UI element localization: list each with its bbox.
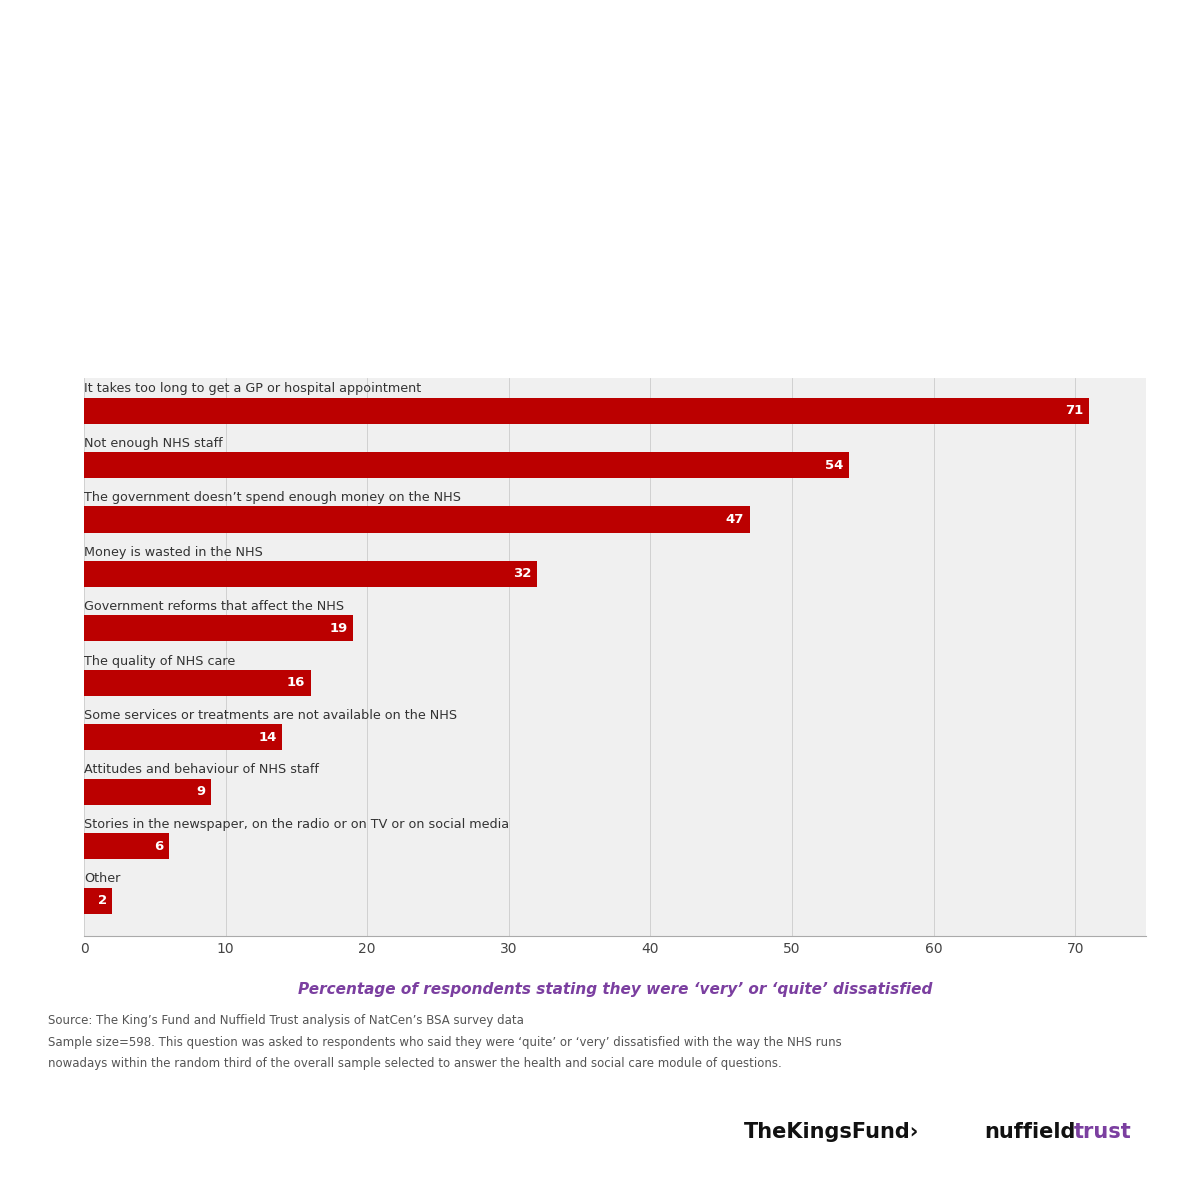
Text: 32: 32 — [514, 568, 532, 581]
Text: Reasons for dissatisfaction with the NHS overall, 2023: Reasons for dissatisfaction with the NHS… — [42, 26, 1200, 65]
Text: TheKingsFund›: TheKingsFund› — [744, 1122, 919, 1142]
Text: 14: 14 — [258, 731, 276, 744]
Text: Source: The King’s Fund and Nuffield Trust analysis of NatCen’s BSA survey data: Source: The King’s Fund and Nuffield Tru… — [48, 1014, 524, 1027]
Text: 6: 6 — [154, 840, 163, 853]
Text: The quality of NHS care: The quality of NHS care — [84, 655, 235, 667]
Bar — [84, 452, 848, 478]
Text: Sample size=598. This question was asked to respondents who said they were ‘quit: Sample size=598. This question was asked… — [48, 1036, 841, 1049]
Bar — [84, 888, 113, 913]
Text: nowadays within the random third of the overall sample selected to answer the he: nowadays within the random third of the … — [48, 1057, 781, 1070]
Text: Not enough NHS staff: Not enough NHS staff — [84, 437, 223, 450]
Text: Stories in the newspaper, on the radio or on TV or on social media: Stories in the newspaper, on the radio o… — [84, 818, 509, 830]
Text: 2: 2 — [97, 894, 107, 907]
Bar — [84, 725, 282, 750]
Text: 71: 71 — [1066, 404, 1084, 418]
Bar — [84, 833, 169, 859]
Text: trust: trust — [1074, 1122, 1132, 1142]
Bar — [84, 397, 1090, 424]
Text: 54: 54 — [824, 458, 842, 472]
Bar — [84, 779, 211, 805]
Text: Attitudes and behaviour of NHS staff: Attitudes and behaviour of NHS staff — [84, 763, 319, 776]
Text: 47: 47 — [726, 514, 744, 526]
Text: 16: 16 — [287, 677, 305, 689]
Text: 19: 19 — [329, 622, 347, 635]
Text: nuffield: nuffield — [984, 1122, 1075, 1142]
Text: It takes too long to get a GP or hospital appointment: It takes too long to get a GP or hospita… — [84, 383, 421, 396]
Text: Question asked: ‘You said you are dissatisfied with the way in which
the Nationa: Question asked: ‘You said you are dissat… — [42, 161, 894, 218]
Text: The government doesn’t spend enough money on the NHS: The government doesn’t spend enough mone… — [84, 491, 461, 504]
Text: 9: 9 — [197, 785, 205, 798]
Text: Government reforms that affect the NHS: Government reforms that affect the NHS — [84, 600, 344, 613]
Bar — [84, 616, 353, 642]
Bar — [84, 506, 750, 533]
Text: Other: Other — [84, 872, 120, 886]
Bar — [84, 670, 311, 696]
Bar — [84, 560, 538, 587]
Text: Some services or treatments are not available on the NHS: Some services or treatments are not avai… — [84, 709, 457, 722]
Text: Percentage of respondents stating they were ‘very’ or ‘quite’ dissatisfied: Percentage of respondents stating they w… — [298, 982, 932, 996]
Text: Money is wasted in the NHS: Money is wasted in the NHS — [84, 546, 263, 559]
